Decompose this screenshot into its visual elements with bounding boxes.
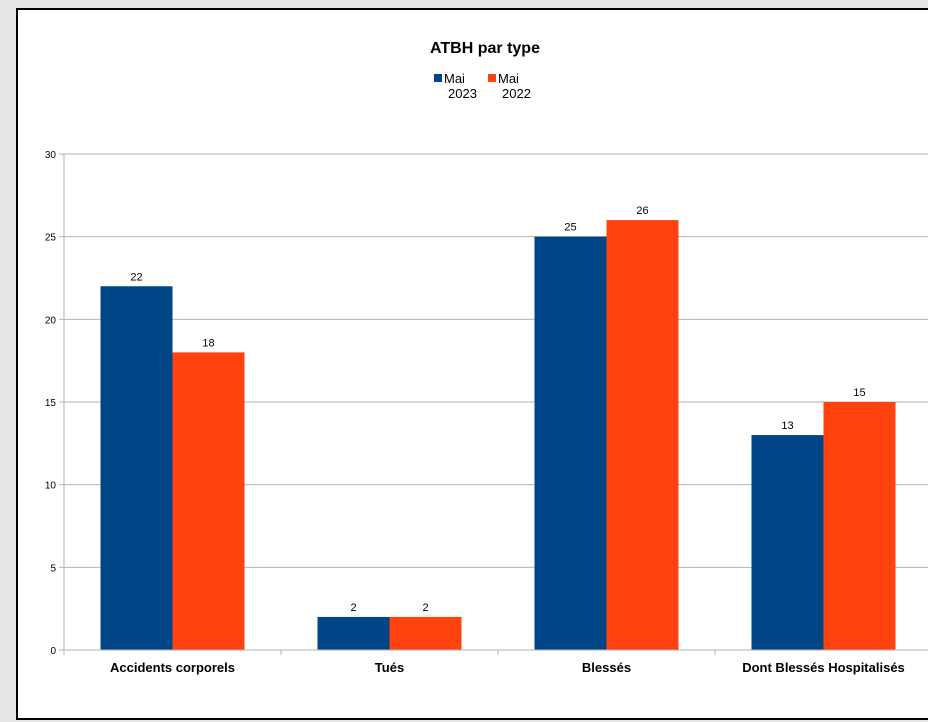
data-label: 13 [781, 420, 793, 432]
data-label: 25 [564, 222, 576, 234]
legend-label-line: Mai [444, 71, 465, 86]
x-tick-label: Tués [375, 660, 404, 675]
data-label: 22 [130, 271, 142, 283]
legend-label-line: 2023 [448, 86, 477, 101]
legend-label-1: Mai 2022 [498, 71, 531, 101]
x-tick-label: Accidents corporels [110, 660, 235, 675]
y-tick-label: 25 [45, 233, 57, 244]
bar-1-2 [606, 220, 679, 650]
x-tick-label: Blessés [582, 660, 631, 675]
bar-0-0 [100, 286, 173, 650]
y-tick-label: 15 [45, 398, 57, 409]
bar-1-1 [389, 616, 462, 650]
data-label: 2 [350, 602, 356, 614]
bar-0-3 [751, 435, 824, 650]
data-label: 2 [422, 602, 428, 614]
y-axis: 0 5 10 15 20 25 30 [45, 150, 65, 657]
chart-title: ATBH par type [430, 40, 540, 57]
y-tick-label: 0 [50, 646, 56, 657]
y-tick-label: 30 [45, 150, 57, 161]
y-tick-label: 20 [45, 315, 57, 326]
data-label: 18 [202, 337, 214, 349]
x-axis: Accidents corporels Tués Blessés Dont Bless… [63, 649, 928, 675]
y-tick-label: 5 [50, 563, 56, 574]
bar-1-0 [172, 352, 245, 650]
legend-swatch-1 [488, 74, 496, 82]
bar-0-2 [534, 236, 607, 650]
y-tick-label: 10 [45, 481, 57, 492]
legend-label-0: Mai 2023 [444, 71, 477, 101]
data-label: 15 [853, 387, 865, 399]
legend-label-line: Mai [498, 71, 519, 86]
bar-0-1 [317, 616, 390, 650]
x-tick-label: Dont Blessés Hospitalisés [742, 660, 905, 675]
chart-frame: ATBH par type Mai 2023 Mai 2022 0 5 10 15 20 25 3… [16, 8, 928, 720]
legend-swatch-0 [434, 74, 442, 82]
bar-1-3 [823, 402, 896, 650]
data-label: 26 [636, 205, 648, 217]
bars [100, 220, 896, 650]
legend-label-line: 2022 [502, 86, 531, 101]
